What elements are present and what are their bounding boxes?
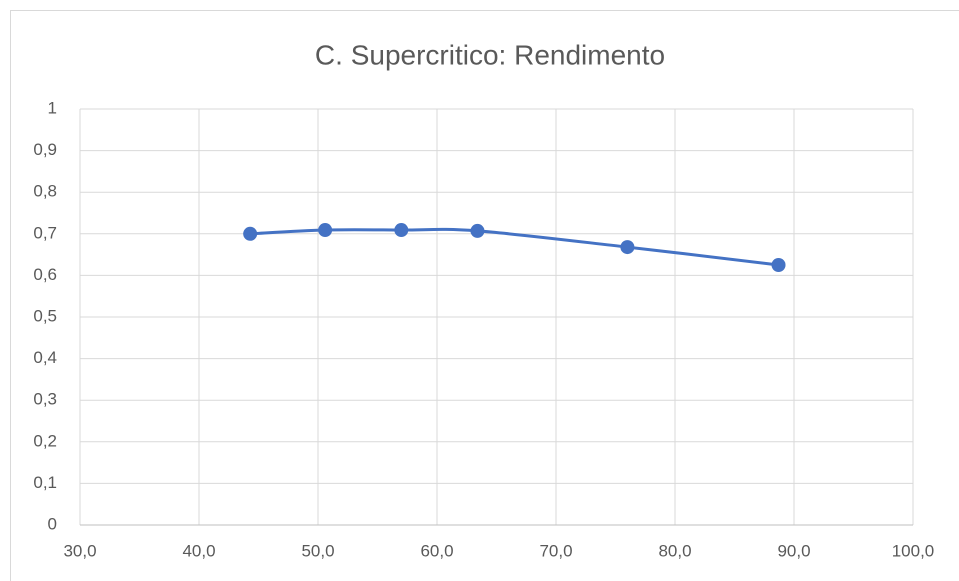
y-tick-label: 0	[48, 514, 57, 533]
y-tick-label: 1	[48, 98, 57, 117]
x-tick-label: 90,0	[777, 541, 810, 560]
data-point	[470, 223, 485, 238]
y-tick-label: 0,5	[33, 306, 57, 325]
x-tick-label: 100,0	[892, 541, 935, 560]
x-tick-label: 30,0	[63, 541, 96, 560]
data-point	[318, 223, 333, 238]
x-tick-label: 70,0	[539, 541, 572, 560]
x-tick-label: 40,0	[182, 541, 215, 560]
y-tick-label: 0,7	[33, 223, 57, 242]
data-point	[771, 258, 786, 272]
data-point	[394, 223, 409, 238]
y-tick-label: 0,4	[33, 348, 57, 367]
data-point	[243, 226, 258, 241]
y-tick-label: 0,3	[33, 390, 57, 409]
chart-frame	[10, 10, 959, 581]
data-point	[620, 240, 635, 255]
x-tick-label: 60,0	[420, 541, 453, 560]
y-tick-label: 0,8	[33, 182, 57, 201]
y-tick-label: 0,9	[33, 140, 57, 159]
chart-title: C. Supercritico: Rendimento	[315, 39, 665, 70]
y-tick-label: 0,6	[33, 265, 57, 284]
y-tick-label: 0,1	[33, 473, 57, 492]
x-tick-label: 80,0	[658, 541, 691, 560]
x-tick-label: 50,0	[301, 541, 334, 560]
y-tick-label: 0,2	[33, 431, 57, 450]
